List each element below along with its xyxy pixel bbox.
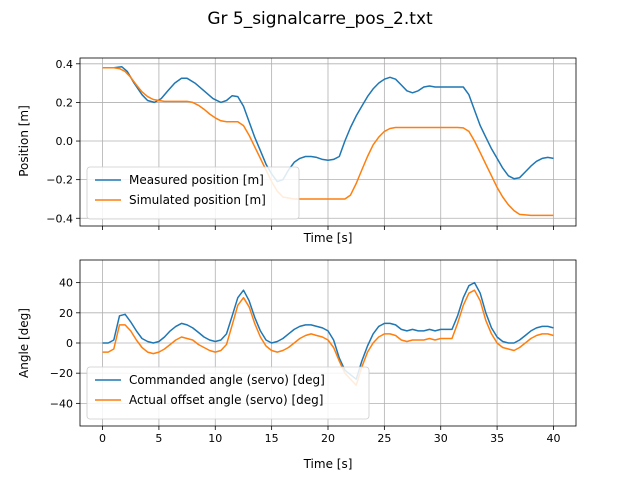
angle-series-line-0 xyxy=(102,281,554,380)
angle-x-tick-label: 0 xyxy=(99,432,106,445)
position-series-line-0 xyxy=(102,65,554,183)
position-y-axis-label: Position [m] xyxy=(17,105,31,177)
position-axes: Position [m] Time [s] −0.4 −0.2 0.0 0.2 0.4 M… xyxy=(17,57,577,245)
angle-y-tick-label: 20 xyxy=(59,307,73,320)
angle-legend xyxy=(86,366,370,420)
position-legend-label-0: Measured position [m] xyxy=(129,173,264,187)
position-legend-label-1: Simulated position [m] xyxy=(129,193,266,207)
angle-axes-frame xyxy=(79,259,577,427)
angle-x-tick-label: 35 xyxy=(490,432,504,445)
angle-y-tick-label: −20 xyxy=(50,367,73,380)
angle-x-tick-label: 30 xyxy=(434,432,448,445)
figure-title: Gr 5_signalcarre_pos_2.txt xyxy=(207,9,433,29)
angle-x-tick-label: 15 xyxy=(265,432,279,445)
position-y-tick-label: −0.4 xyxy=(46,212,73,225)
position-y-tick-label: 0.2 xyxy=(56,96,74,109)
position-legend xyxy=(86,166,300,220)
position-x-axis-label: Time [s] xyxy=(303,231,353,245)
angle-x-tick-label: 10 xyxy=(208,432,222,445)
angle-legend-label-0: Commanded angle (servo) [deg] xyxy=(129,373,325,387)
angle-x-tick-label: 20 xyxy=(321,432,335,445)
angle-x-tick-label: 25 xyxy=(377,432,391,445)
angle-y-axis-label: Angle [deg] xyxy=(17,308,31,378)
angle-x-tick-label: 40 xyxy=(546,432,560,445)
angle-y-tick-label: 0 xyxy=(66,337,73,350)
angle-y-tick-label: 40 xyxy=(59,277,73,290)
angle-x-axis-label: Time [s] xyxy=(303,457,353,471)
position-series-line-1 xyxy=(102,66,554,217)
angle-legend-label-1: Actual offset angle (servo) [deg] xyxy=(129,393,323,407)
position-y-tick-label: 0.4 xyxy=(56,58,74,71)
angle-y-tick-label: −40 xyxy=(50,397,73,410)
position-y-tick-label: −0.2 xyxy=(46,174,73,187)
angle-x-tick-label: 5 xyxy=(155,432,162,445)
angle-series-line-1 xyxy=(102,289,554,387)
angle-axes: Angle [deg] Time [s] 0 5 10 15 20 25 30 35 40 −40… xyxy=(17,259,577,471)
position-axes-frame xyxy=(79,57,577,227)
position-y-tick-label: 0.0 xyxy=(56,135,74,148)
